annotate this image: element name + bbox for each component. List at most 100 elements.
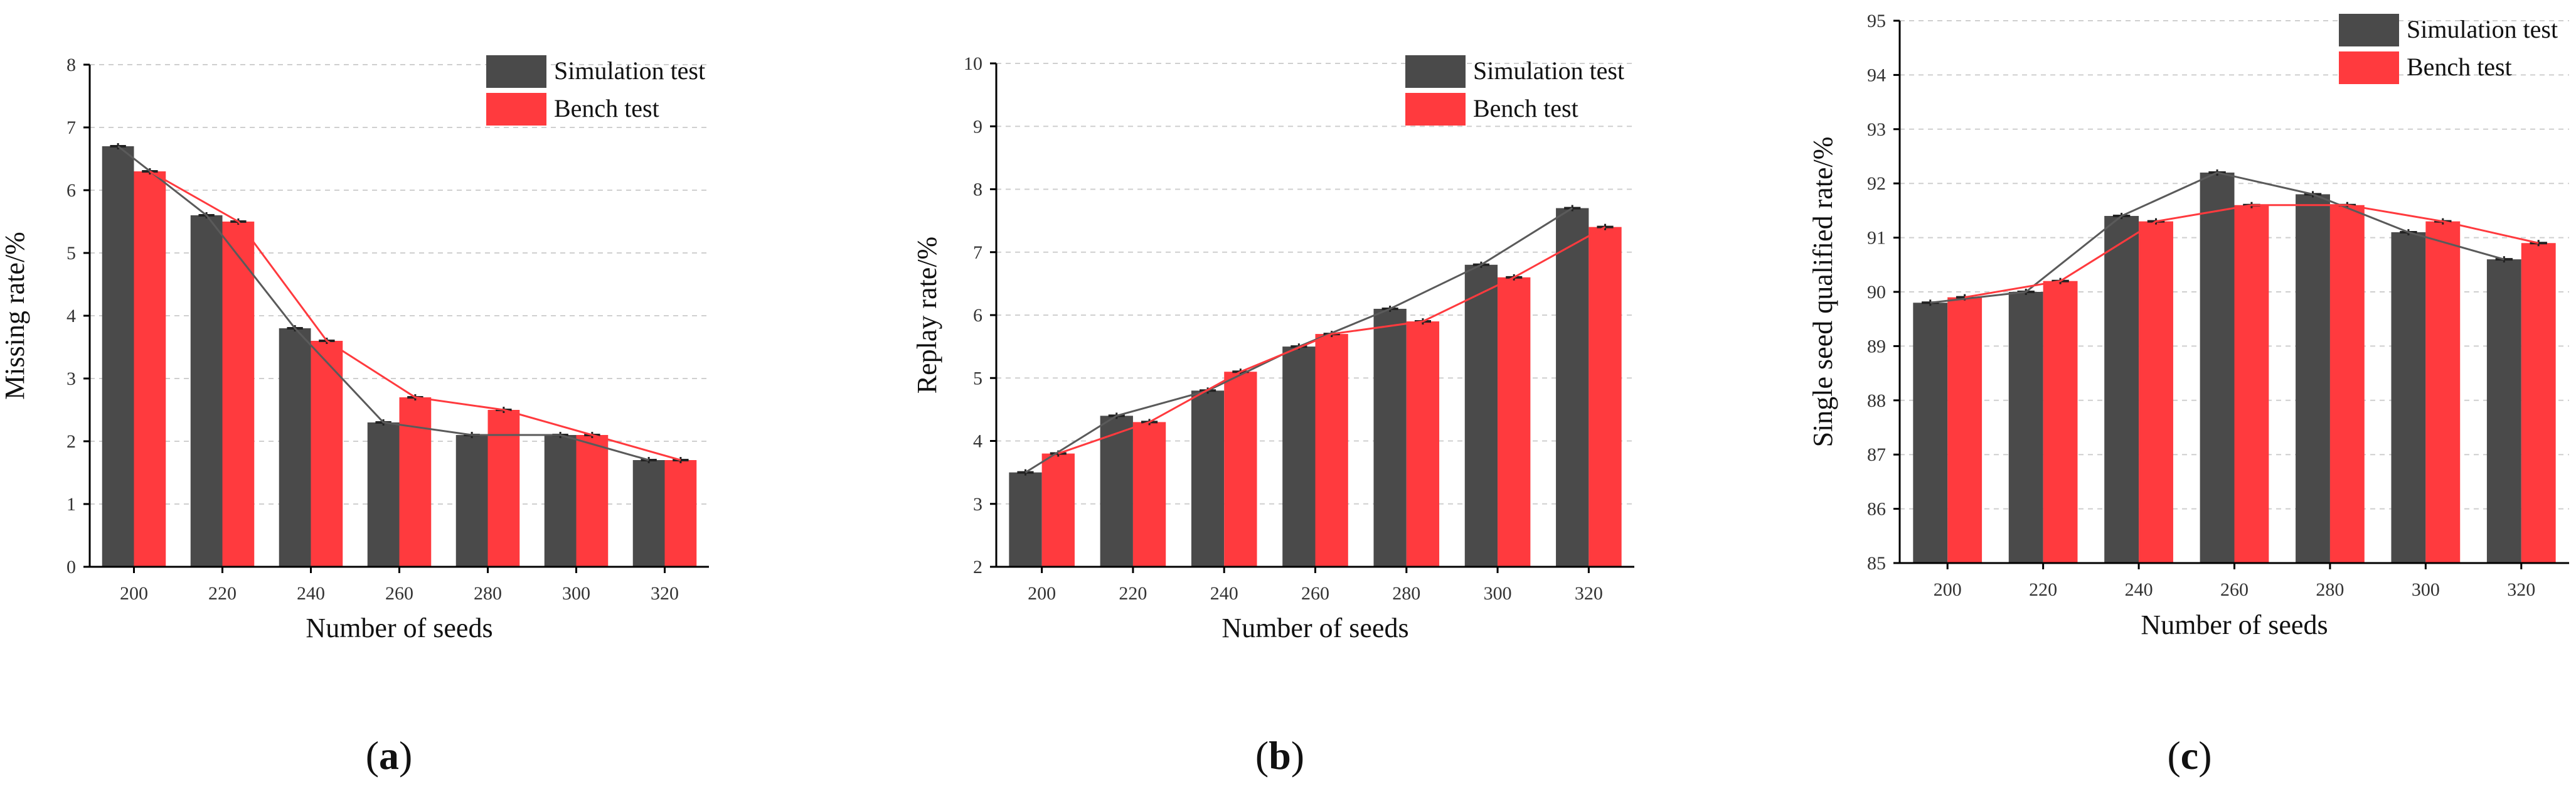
y-tick-label: 8 [973, 180, 982, 200]
y-tick-label: 10 [964, 53, 982, 74]
x-tick-label: 260 [1301, 583, 1329, 604]
y-tick-label: 1 [67, 494, 76, 515]
bar-bench-300 [576, 435, 609, 567]
bar-simulation-300 [544, 435, 577, 567]
panel-label-close: ) [1291, 733, 1304, 778]
x-tick-label: 220 [1119, 583, 1147, 604]
y-tick-label: 94 [1867, 65, 1886, 85]
y-tick-label: 8 [67, 55, 76, 75]
panel-label: (c) [2167, 733, 2211, 778]
trend-line-bench [1058, 226, 1606, 454]
chart-panel-c: 85 86 87 88 89 90 91 92 93 94 95 200 220 240 260 280 300… [1807, 11, 2569, 778]
bar-bench-280 [1406, 321, 1440, 567]
y-tick-label: 2 [67, 431, 76, 452]
y-tick-label: 93 [1867, 119, 1886, 140]
bar-simulation-220 [190, 215, 223, 567]
legend-label: Bench test [1473, 94, 1578, 122]
bar-simulation-200 [1913, 303, 1948, 563]
x-axis-title: Number of seeds [306, 613, 492, 643]
x-tick-label: 260 [2220, 579, 2249, 600]
bar-simulation-280 [2296, 194, 2330, 564]
panel-label-letter: c [2181, 733, 2198, 778]
bar-simulation-300 [2391, 232, 2426, 564]
x-tick-label: 280 [2316, 579, 2344, 600]
bar-bench-280 [2329, 205, 2365, 563]
y-tick-label: 4 [973, 431, 982, 452]
legend: Simulation test Bench test [1405, 55, 1624, 126]
bar-simulation-320 [2486, 259, 2521, 563]
panel-label-close: ) [2198, 733, 2211, 778]
x-tick-label: 240 [2125, 579, 2153, 600]
chart-panel-b: 2 3 4 5 6 7 8 9 10 200 220 240 260 280 300 320 Number of… [912, 53, 1634, 778]
trend-line-bench [149, 170, 681, 461]
bar-bench-200 [1947, 297, 1983, 563]
legend-swatch-simulation [1405, 55, 1466, 88]
panel-label-open: ( [1255, 733, 1269, 778]
x-tick-label: 240 [1210, 583, 1238, 604]
bar-bench-200 [134, 171, 166, 567]
bar-bench-240 [1224, 372, 1257, 567]
x-tick-label: 320 [2507, 579, 2535, 600]
bar-bench-300 [2425, 221, 2461, 563]
x-axis-title: Number of seeds [2141, 609, 2328, 640]
x-tick-label: 200 [1028, 583, 1056, 604]
legend-label: Bench test [554, 94, 659, 122]
bar-simulation-200 [102, 146, 134, 567]
y-tick-label: 5 [973, 368, 982, 389]
y-tick-label: 85 [1867, 553, 1886, 574]
bar-simulation-260 [1282, 346, 1316, 567]
bar-bench-220 [1132, 422, 1166, 567]
y-tick-label: 2 [973, 557, 982, 577]
bar-simulation-240 [279, 328, 311, 567]
x-tick-label: 320 [1575, 583, 1603, 604]
y-tick-label: 90 [1867, 282, 1886, 303]
bar-bench-220 [222, 222, 255, 567]
bar-bench-200 [1041, 453, 1075, 567]
bar-bench-220 [2043, 281, 2078, 563]
x-tick-label: 280 [1392, 583, 1420, 604]
trend-line-simulation [117, 145, 649, 461]
bar-simulation-200 [1009, 472, 1042, 567]
panel-label-open: ( [366, 733, 379, 778]
y-tick-label: 87 [1867, 444, 1886, 465]
chart-panel-a: 0 1 2 3 4 5 6 7 8 200 220 240 260 280 300 320 Number of … [0, 55, 709, 778]
y-tick-label: 9 [973, 116, 982, 137]
y-tick-label: 91 [1867, 228, 1886, 249]
legend: Simulation test Bench test [2339, 14, 2558, 84]
x-tick-label: 300 [1484, 583, 1512, 604]
bar-simulation-280 [1373, 308, 1407, 567]
x-tick-label: 280 [474, 583, 502, 604]
panel-label-open: ( [2167, 733, 2180, 778]
y-tick-label: 92 [1867, 173, 1886, 194]
bar-bench-280 [487, 410, 520, 567]
panel-label-close: ) [399, 733, 412, 778]
y-tick-label: 4 [67, 306, 76, 326]
x-tick-label: 320 [651, 583, 679, 604]
bar-simulation-280 [455, 435, 488, 567]
bar-bench-300 [1498, 277, 1531, 567]
bar-bench-260 [1315, 334, 1348, 567]
bar-bench-320 [1589, 227, 1622, 567]
trend-line-simulation [1930, 171, 2504, 304]
y-tick-label: 5 [67, 243, 76, 264]
bar-simulation-240 [2104, 216, 2139, 563]
bar-simulation-220 [2008, 292, 2043, 563]
y-tick-label: 6 [973, 305, 982, 326]
trend-line-bench [1964, 204, 2539, 299]
bar-simulation-220 [1100, 416, 1133, 567]
x-tick-label: 220 [2029, 579, 2057, 600]
y-tick-label: 7 [973, 242, 982, 263]
bar-simulation-240 [1191, 390, 1225, 567]
legend-label: Simulation test [2407, 15, 2558, 43]
x-tick-label: 240 [297, 583, 325, 604]
bar-bench-260 [2234, 205, 2269, 563]
legend-swatch-bench [1405, 93, 1466, 126]
legend-swatch-simulation [2339, 14, 2399, 46]
panel-label: (b) [1255, 733, 1304, 778]
panel-label-letter: b [1269, 733, 1291, 778]
legend: Simulation test Bench test [486, 55, 705, 126]
legend-label: Bench test [2407, 53, 2512, 81]
y-tick-label: 0 [67, 557, 76, 577]
y-tick-label: 89 [1867, 336, 1886, 357]
